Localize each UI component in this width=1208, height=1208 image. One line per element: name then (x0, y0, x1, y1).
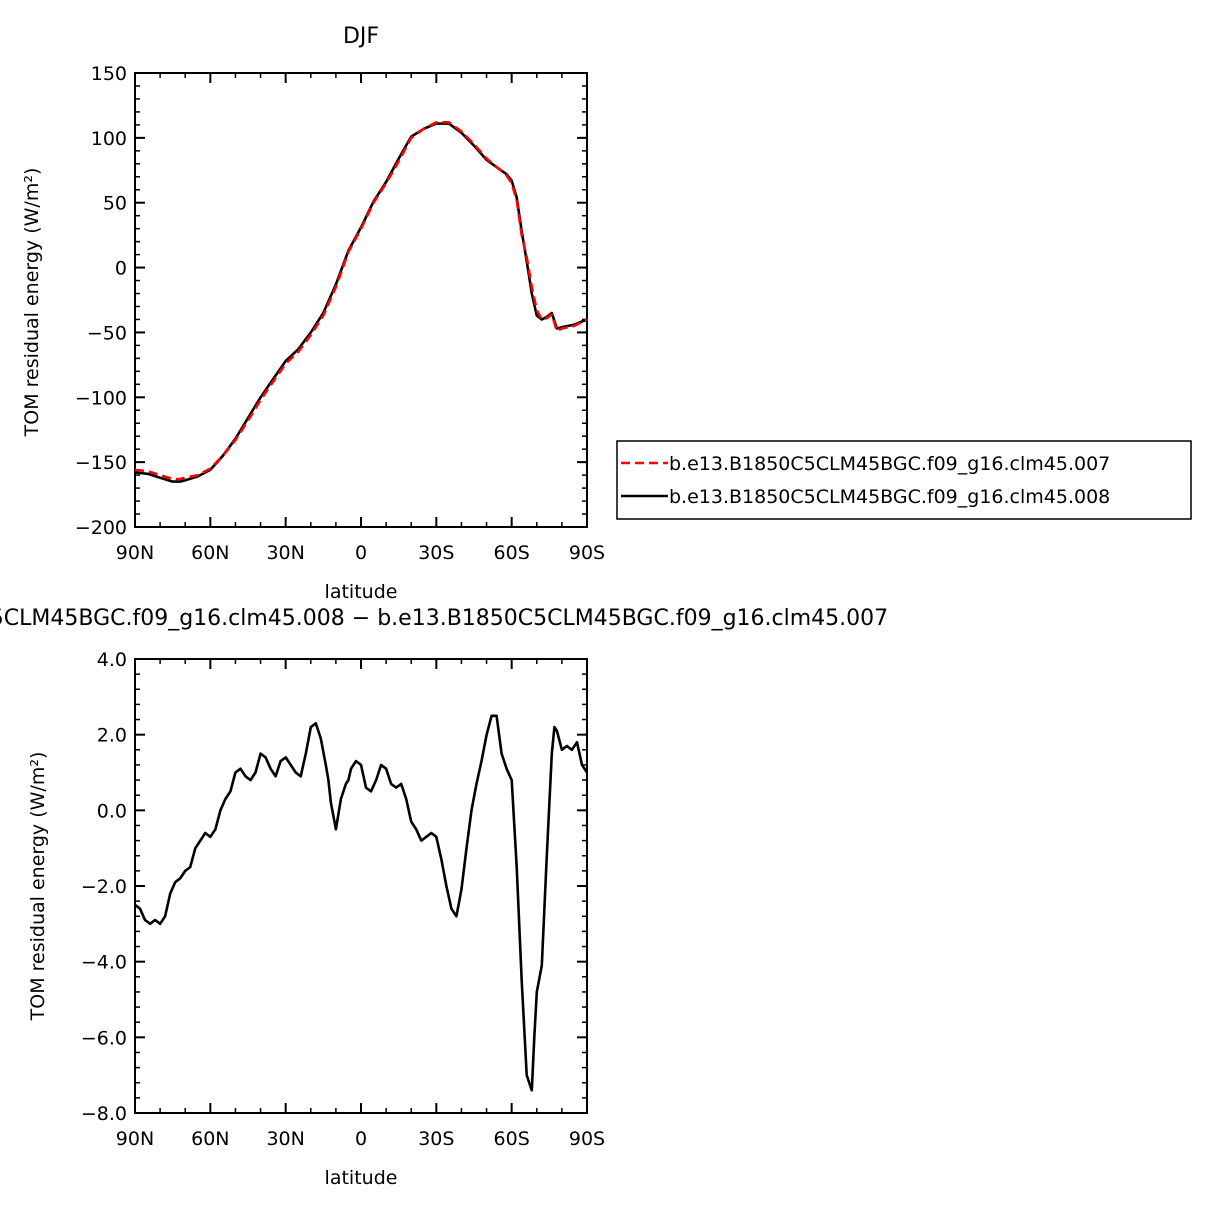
panel-top-y-tick-label: −50 (87, 322, 127, 344)
legend-box (616, 440, 1192, 520)
panel-bottom-xlabel: latitude (325, 1167, 398, 1189)
panel-top-y-tick-label: −150 (75, 452, 127, 474)
panel-top-x-tick-label: 90S (569, 542, 605, 564)
panel-bottom-y-tick-label: 4.0 (97, 649, 127, 671)
panel-bottom-series-line-1 (134, 714, 589, 1092)
panel-bottom-x-tick-label: 60N (191, 1128, 229, 1150)
panel-bottom-y-tick-label: 0.0 (97, 800, 127, 822)
panel-bottom-y-tick-label: 2.0 (97, 725, 127, 747)
panel-top-x-tick-label: 90N (116, 542, 154, 564)
panel-top-ylabel: TOM residual energy (W/m²) (21, 168, 43, 438)
panel-top-x-tick-label: 30S (418, 542, 454, 564)
panel-top-x-tick-label: 30N (266, 542, 304, 564)
panel-bottom-frame (134, 658, 588, 1114)
panel-bottom-x-tick-label: 0 (355, 1128, 367, 1150)
panel-bottom-plot-area: 90N 60N 30N 0 30S 60S 90S −8.0 −6.0 −4.0 −2.0 0.0 2.… (81, 649, 605, 1150)
panel-bottom-x-tick-label: 90N (116, 1128, 154, 1150)
panel-bottom-y-tick-label: −2.0 (81, 876, 127, 898)
panel-top-y-tick-label: 50 (103, 193, 127, 215)
panel-top-y-tick-label: 0 (115, 258, 127, 280)
panel-bottom-x-tick-label: 30N (266, 1128, 304, 1150)
legend: b.e13.B1850C5CLM45BGC.f09_g16.clm45.007 … (616, 440, 1192, 520)
panel-top-xlabel: latitude (325, 581, 398, 603)
panel-bottom-y-tick-label: −4.0 (81, 952, 127, 974)
panel-top-title: DJF (343, 24, 379, 49)
panel-bottom-y-tick-label: −8.0 (81, 1103, 127, 1125)
legend-label-series-2: b.e13.B1850C5CLM45BGC.f09_g16.clm45.008 (669, 486, 1110, 508)
panel-bottom: b.e13.B1850C5CLM45BGC.f09_g16.clm45.008 … (0, 606, 888, 1189)
panel-bottom-x-tick-label: 60S (494, 1128, 530, 1150)
panel-top-y-tick-label: −100 (75, 387, 127, 409)
panel-top: DJF 90N 60N 30N 0 30S 60S 90S −200 −150 −100 −50 0 5… (21, 24, 605, 603)
panel-top-y-tick-label: −200 (75, 517, 127, 539)
panel-bottom-ylabel: TOM residual energy (W/m²) (27, 752, 49, 1022)
legend-label-series-1: b.e13.B1850C5CLM45BGC.f09_g16.clm45.007 (669, 453, 1110, 475)
panel-bottom-x-tick-label: 90S (569, 1128, 605, 1150)
panel-top-series-line-2 (134, 122, 588, 483)
panel-top-series-line-1 (134, 121, 588, 481)
panel-bottom-title: b.e13.B1850C5CLM45BGC.f09_g16.clm45.008 … (0, 606, 888, 631)
panel-top-y-tick-label: 150 (91, 63, 127, 85)
panel-top-plot-area: 90N 60N 30N 0 30S 60S 90S −200 −150 −100 −50 0 50 100… (75, 63, 605, 564)
panel-bottom-x-tick-label: 30S (418, 1128, 454, 1150)
panel-top-frame (134, 72, 588, 528)
panel-top-x-tick-label: 0 (355, 542, 367, 564)
panel-bottom-y-tick-label: −6.0 (81, 1027, 127, 1049)
panel-top-x-tick-label: 60S (494, 542, 530, 564)
panel-top-x-tick-label: 60N (191, 542, 229, 564)
panel-top-y-tick-label: 100 (91, 128, 127, 150)
